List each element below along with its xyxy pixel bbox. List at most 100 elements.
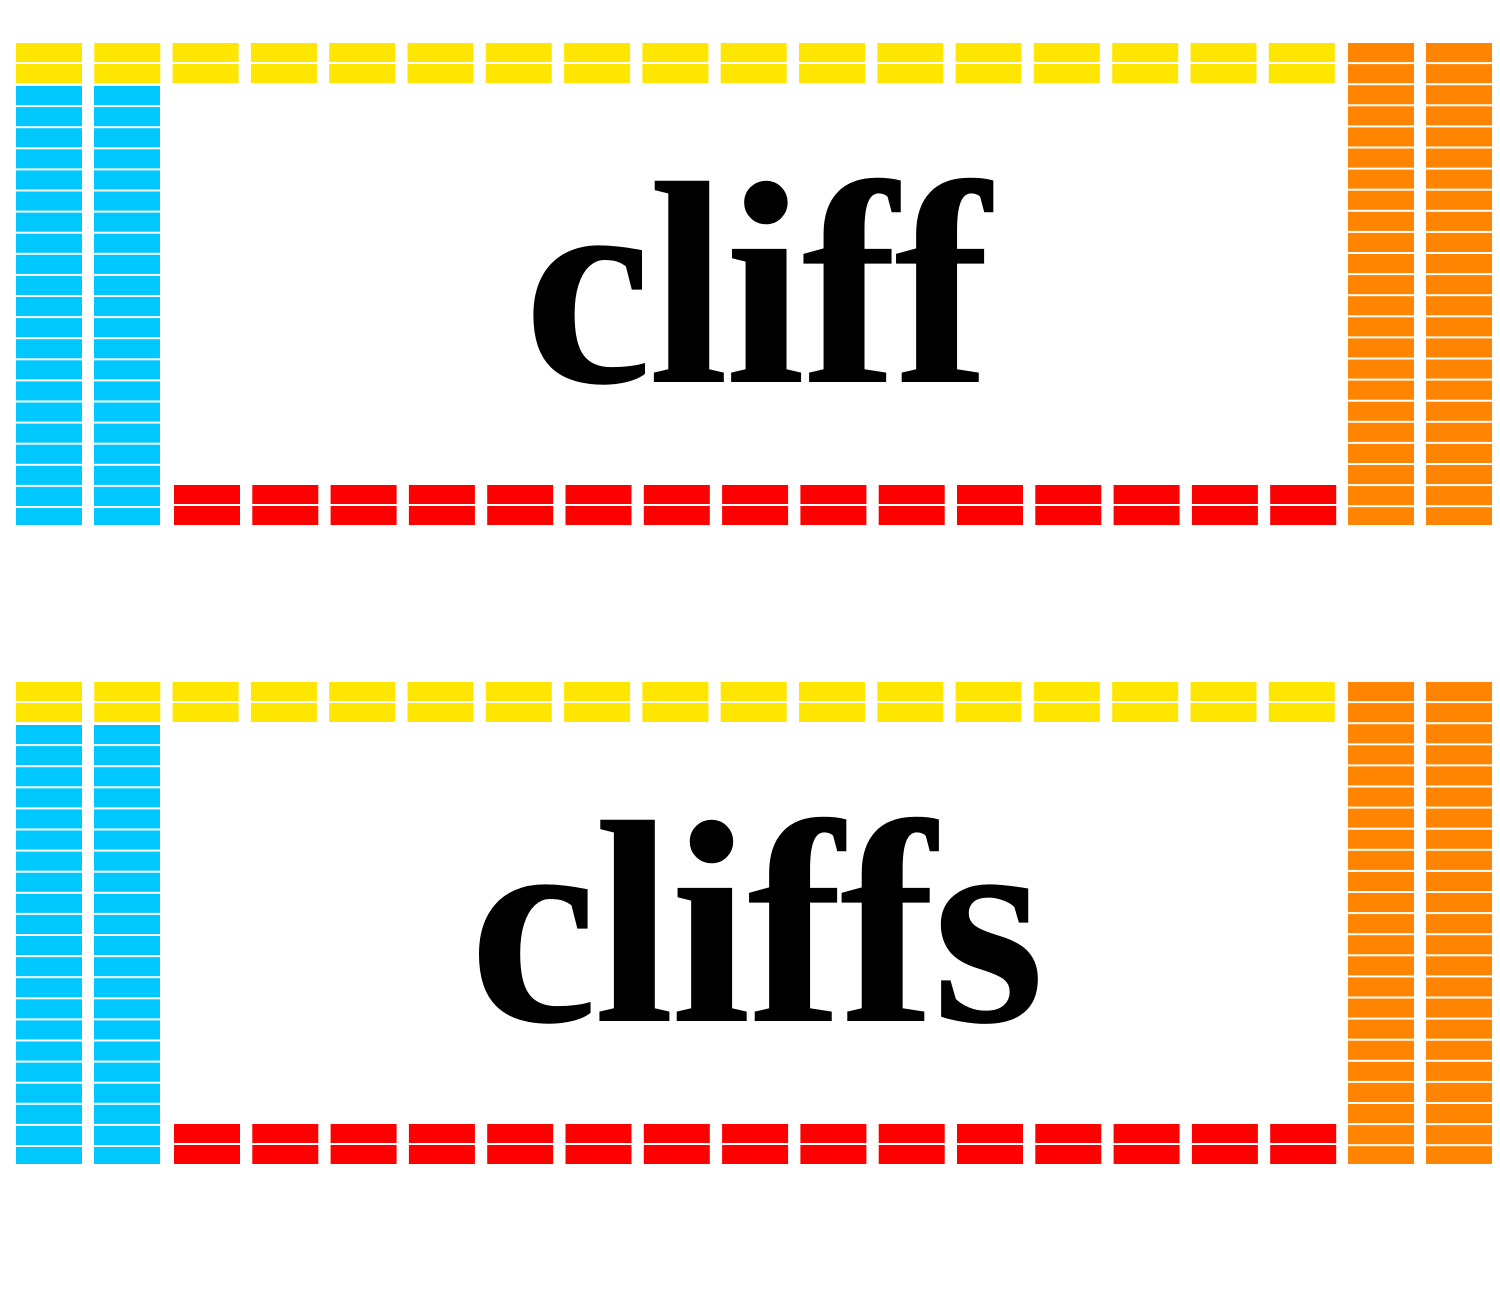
top-dash-segment (172, 64, 239, 83)
left-dash-segment (16, 809, 82, 829)
top-dash-segment (1033, 682, 1100, 701)
left-dash-segment (16, 1041, 82, 1061)
top-dash-segment (955, 64, 1022, 83)
card-2-dashed-border (16, 682, 1492, 1164)
right-dash-segment (1426, 977, 1492, 997)
bottom-dash-segment (722, 506, 789, 525)
right-dash-segment (1426, 422, 1492, 442)
bottom-dash-segment (1113, 485, 1180, 504)
left-dash-segment (16, 275, 82, 295)
right-dash-segment (1426, 254, 1492, 274)
card-2-word: cliffs (469, 763, 1045, 1084)
right-dash-segment (1348, 1019, 1414, 1039)
left-dash-segment (94, 86, 160, 106)
left-dash-segment (94, 107, 160, 127)
right-dash-segment (1426, 190, 1492, 210)
right-dash-segment (1348, 254, 1414, 274)
right-dash-segment (1426, 296, 1492, 316)
top-dash-segment (16, 43, 82, 62)
bottom-dash-segment (878, 485, 945, 504)
right-dash-segment (1426, 148, 1492, 168)
bottom-dash-segment (1113, 506, 1180, 525)
left-dash-segment (94, 893, 160, 913)
top-dash-segment (485, 703, 552, 722)
right-dash-segment (1348, 871, 1414, 891)
bottom-dash-segment (174, 485, 240, 504)
left-dash-segment (94, 936, 160, 956)
left-dash-segment (16, 788, 82, 808)
top-dash-segment (1268, 64, 1335, 83)
right-dash-segment (1426, 1082, 1492, 1102)
bottom-dash-segment (1270, 1124, 1337, 1143)
right-dash-segment (1348, 914, 1414, 934)
left-dash-segment (16, 233, 82, 253)
left-dash-segment (16, 936, 82, 956)
right-dash-segment (1348, 1104, 1414, 1124)
right-dash-segment (1348, 724, 1414, 744)
bottom-dash-segment (722, 1145, 789, 1164)
bottom-dash-segment (252, 506, 319, 525)
right-dash-segment (1426, 956, 1492, 976)
bottom-dash-segment (174, 1145, 240, 1164)
card-1-word: cliff (523, 124, 990, 445)
right-dash-segment (1348, 1082, 1414, 1102)
left-dash-segment (94, 339, 160, 359)
left-dash-segment (16, 872, 82, 892)
bottom-dash-segment (408, 485, 475, 504)
bottom-dash-segment (487, 1124, 554, 1143)
left-dash-segment (94, 1083, 160, 1103)
top-dash-segment (94, 703, 161, 722)
right-dash-segment (1348, 296, 1414, 316)
top-dash-segment (877, 43, 944, 62)
bottom-dash-segment (643, 506, 710, 525)
left-dash-segment (16, 1147, 82, 1164)
bottom-dash-segment (1191, 506, 1258, 525)
bottom-dash-segment (330, 485, 397, 504)
left-dash-segment (94, 149, 160, 169)
right-dash-segment (1348, 169, 1414, 189)
left-dash-segment (16, 767, 82, 787)
card-1-dashed-border (16, 43, 1492, 525)
right-dash-segment (1348, 1061, 1414, 1081)
right-dash-segment (1426, 850, 1492, 870)
left-dash-segment (16, 914, 82, 934)
bottom-dash-segment (1270, 1145, 1337, 1164)
top-dash-segment (172, 43, 239, 62)
left-dash-segment (94, 233, 160, 253)
right-dash-segment (1426, 1104, 1492, 1124)
bottom-dash-segment (800, 1124, 867, 1143)
bottom-dash-segment (643, 1124, 710, 1143)
right-dash-segment (1426, 465, 1492, 485)
right-dash-segment (1348, 956, 1414, 976)
left-dash-segment (16, 465, 82, 485)
top-dash-segment (94, 64, 161, 83)
top-dash-segment (1190, 682, 1257, 701)
bottom-dash-segment (1191, 1145, 1258, 1164)
right-dash-segment (1426, 169, 1492, 189)
bottom-dash-segment (330, 506, 397, 525)
top-dash-segment (955, 682, 1022, 701)
bottom-dash-segment (252, 1124, 319, 1143)
left-dash-segment (16, 893, 82, 913)
left-dash-segment (16, 1062, 82, 1082)
right-dash-segment (1348, 766, 1414, 786)
top-dash-segment (720, 64, 787, 83)
right-dash-segment (1348, 64, 1414, 84)
right-dash-segment (1426, 871, 1492, 891)
right-dash-segment (1348, 703, 1414, 723)
left-dash-segment (16, 1083, 82, 1103)
top-dash-segment (799, 682, 865, 701)
left-dash-segment (16, 170, 82, 190)
right-dash-segment (1426, 1061, 1492, 1081)
left-dash-segment (94, 423, 160, 443)
left-dash-segment (16, 508, 82, 525)
left-dash-segment (16, 423, 82, 443)
left-dash-segment (16, 999, 82, 1019)
left-dash-segment (94, 1104, 160, 1124)
left-dash-segment (16, 339, 82, 359)
right-dash-segment (1348, 850, 1414, 870)
right-dash-segment (1348, 1125, 1414, 1145)
right-dash-segment (1426, 443, 1492, 463)
right-dash-segment (1348, 127, 1414, 147)
left-dash-segment (94, 381, 160, 401)
